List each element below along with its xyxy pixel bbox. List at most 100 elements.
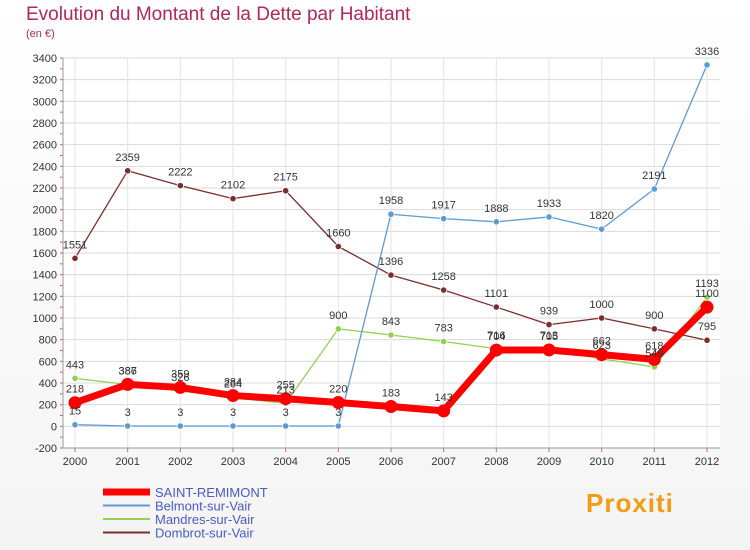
data-label: 3 bbox=[125, 407, 131, 419]
data-label: 1100 bbox=[695, 288, 719, 300]
data-point bbox=[650, 185, 658, 193]
data-point bbox=[282, 422, 290, 430]
x-tick-label: 2001 bbox=[115, 456, 139, 468]
data-label: 1917 bbox=[431, 200, 455, 212]
data-point bbox=[492, 303, 500, 311]
data-point bbox=[331, 396, 345, 409]
data-point bbox=[545, 213, 553, 221]
data-point bbox=[226, 389, 240, 403]
x-tick-label: 2004 bbox=[273, 456, 297, 468]
data-point bbox=[173, 380, 187, 394]
x-tick-label: 2009 bbox=[537, 456, 561, 468]
y-tick-label: 2200 bbox=[33, 183, 57, 195]
data-label: 1958 bbox=[379, 195, 403, 207]
data-label: 3336 bbox=[695, 46, 719, 58]
data-point bbox=[176, 182, 184, 190]
data-label: 783 bbox=[434, 323, 452, 335]
data-label: 1933 bbox=[537, 198, 561, 210]
x-tick-label: 2012 bbox=[695, 456, 719, 468]
data-label: 1396 bbox=[379, 256, 403, 268]
data-label: 3 bbox=[177, 407, 183, 419]
axes: -200 0 200 400 600 800 1000 1200 1400 1600 1800 200… bbox=[33, 53, 720, 468]
data-label: 264 bbox=[224, 379, 242, 391]
data-point bbox=[437, 404, 451, 418]
data-point bbox=[124, 422, 132, 430]
data-label: 1551 bbox=[63, 239, 87, 251]
data-point bbox=[440, 286, 448, 294]
data-point bbox=[703, 336, 711, 344]
x-tick-label: 2003 bbox=[221, 456, 245, 468]
data-label: 705 bbox=[540, 331, 558, 343]
data-point bbox=[647, 352, 661, 366]
y-tick-label: 1200 bbox=[33, 291, 57, 303]
data-point bbox=[595, 348, 609, 362]
data-point bbox=[68, 396, 82, 410]
x-tick-label: 2002 bbox=[168, 456, 192, 468]
data-point bbox=[545, 321, 553, 329]
data-label: 704 bbox=[487, 331, 505, 343]
data-label: 443 bbox=[66, 359, 84, 371]
data-point bbox=[334, 242, 342, 251]
x-tick-label: 2006 bbox=[379, 456, 403, 468]
y-tick-label: -200 bbox=[35, 443, 57, 455]
y-tick-label: 1000 bbox=[33, 313, 57, 325]
legend-label: SAINT-REMIMONT bbox=[155, 485, 268, 500]
data-label: 326 bbox=[171, 372, 189, 384]
data-point bbox=[71, 421, 79, 429]
data-label: 213 bbox=[276, 384, 294, 396]
data-label: 3 bbox=[230, 407, 236, 419]
x-tick-label: 2008 bbox=[484, 456, 508, 468]
grid-lines bbox=[63, 57, 720, 449]
chart-subtitle: (en €) bbox=[26, 28, 55, 40]
data-point bbox=[703, 293, 711, 301]
data-label: 387 bbox=[118, 365, 136, 377]
data-point bbox=[384, 400, 398, 414]
x-tick-label: 2005 bbox=[326, 456, 350, 468]
y-tick-label: 2600 bbox=[33, 140, 57, 152]
y-tick-label: 3200 bbox=[33, 75, 57, 87]
data-label: 716 bbox=[487, 330, 505, 342]
x-tick-label: 2011 bbox=[643, 456, 667, 468]
data-label: 3 bbox=[283, 407, 289, 419]
data-point bbox=[71, 374, 79, 382]
data-point bbox=[71, 254, 79, 262]
data-label: 623 bbox=[592, 340, 610, 352]
legend-label: Belmont-sur-Vair bbox=[155, 499, 252, 514]
series-layer bbox=[68, 61, 714, 430]
data-label: 900 bbox=[329, 310, 347, 322]
x-tick-label: 2010 bbox=[589, 456, 613, 468]
legend-label: Mandres-sur-Vair bbox=[155, 512, 255, 527]
data-label: 255 bbox=[276, 380, 294, 392]
y-tick-label: 3000 bbox=[33, 96, 57, 108]
data-label: 2359 bbox=[115, 152, 139, 164]
data-point bbox=[598, 314, 606, 322]
data-label: 1101 bbox=[485, 288, 509, 300]
data-point bbox=[334, 422, 342, 430]
data-label: 1193 bbox=[695, 278, 719, 290]
y-tick-label: 0 bbox=[51, 421, 57, 433]
legend-label: Dombrot-sur-Vair bbox=[155, 526, 254, 541]
data-label: 15 bbox=[69, 406, 81, 418]
data-label: 1820 bbox=[589, 210, 613, 222]
data-label: 3 bbox=[335, 407, 341, 419]
data-point bbox=[489, 343, 503, 357]
data-point bbox=[650, 325, 658, 333]
data-label: 2222 bbox=[168, 167, 192, 179]
y-tick-label: 2800 bbox=[33, 118, 57, 130]
data-point bbox=[282, 187, 290, 195]
data-point bbox=[492, 218, 500, 226]
data-point bbox=[229, 195, 237, 203]
data-point bbox=[542, 343, 556, 357]
y-tick-label: 800 bbox=[39, 335, 57, 347]
data-label: 2175 bbox=[273, 172, 297, 184]
data-point bbox=[387, 271, 395, 279]
y-tick-label: 3400 bbox=[33, 53, 57, 65]
data-label: 843 bbox=[382, 316, 400, 328]
data-point bbox=[440, 215, 448, 223]
y-tick-label: 2400 bbox=[33, 161, 57, 173]
y-tick-label: 400 bbox=[39, 378, 57, 390]
data-point bbox=[229, 422, 237, 430]
data-label: 183 bbox=[382, 388, 400, 400]
data-label: 795 bbox=[698, 321, 716, 333]
